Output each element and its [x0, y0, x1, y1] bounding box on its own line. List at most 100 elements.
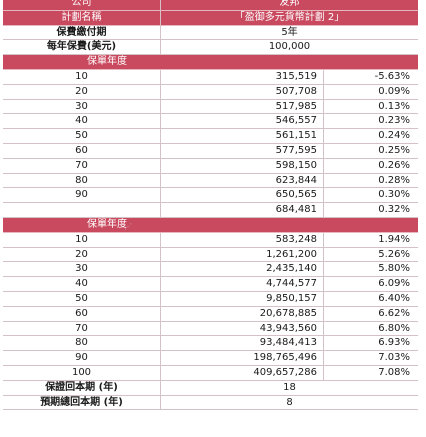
loading-spinner-icon: ⋰: [124, 222, 132, 231]
expected-breakeven-value: 8: [286, 396, 293, 408]
rate-cell: 6.40%: [378, 292, 410, 304]
policy-year-cell: 20: [3, 247, 161, 262]
rate-cell: 0.25%: [378, 144, 410, 156]
policy-year-cell: [3, 203, 161, 217]
section-2-table-row: 100 409,657,286 7.08%: [3, 365, 418, 381]
policy-year-cell: 80: [3, 173, 161, 188]
value-cell: 583,248: [161, 232, 324, 247]
section-1-table-row: 90 650,565 0.30%: [3, 188, 418, 204]
value-cell: 409,657,286: [161, 365, 324, 380]
section-1-table-row: 80 623,844 0.28%: [3, 173, 418, 189]
guaranteed-breakeven-label: 保證回本期 (年): [3, 380, 161, 395]
value-cell: 561,151: [161, 129, 324, 143]
section-2-table-row: 20 1,261,200 5.26%: [3, 247, 418, 263]
policy-year-cell: 100: [3, 365, 161, 380]
section-2-table-row: 90 198,765,496 7.03%: [3, 351, 418, 366]
policy-year-cell: 20: [3, 84, 161, 99]
payment-term-row: 保費繳付期 5年: [3, 25, 418, 41]
section-2-table-row: 40 4,744,577 6.09%: [3, 277, 418, 292]
section-1-table-row: 70 598,150 0.26%: [3, 158, 418, 174]
policy-year-cell: 10: [3, 232, 161, 247]
section-1-table-row: 10 315,519 -5.63%: [3, 69, 418, 85]
value-cell: 507,708: [161, 84, 324, 99]
policy-year-cell: 90: [3, 188, 161, 203]
value-cell: 577,595: [161, 143, 324, 158]
rate-cell: 0.30%: [378, 189, 410, 201]
expected-breakeven-row: 預期總回本期 (年) 8: [3, 395, 418, 411]
rate-cell: 1.94%: [378, 233, 410, 245]
section-2-table-row: 70 43,943,560 6.80%: [3, 321, 418, 337]
section-1-table-row: 60 577,595 0.25%: [3, 143, 418, 159]
policy-year-cell: 70: [3, 321, 161, 336]
policy-year-cell: 30: [3, 99, 161, 114]
guaranteed-breakeven-row: 保證回本期 (年) 18: [3, 380, 418, 396]
policy-year-cell: 40: [3, 277, 161, 291]
value-cell: 43,943,560: [161, 321, 324, 336]
section-2-table-row: 80 93,484,413 6.93%: [3, 336, 418, 352]
policy-year-cell: 30: [3, 262, 161, 277]
policy-year-cell: 50: [3, 129, 161, 143]
annual-premium-value: 100,000: [268, 41, 311, 53]
section-1-title: 保單年度: [3, 55, 418, 70]
company-value: 友邦: [279, 0, 300, 8]
value-cell: 198,765,496: [161, 351, 324, 365]
rate-cell: 0.32%: [378, 204, 410, 216]
annual-premium-row: 每年保費(美元) 100,000: [3, 40, 418, 56]
value-cell: 684,481: [161, 203, 324, 217]
rate-cell: 6.93%: [378, 337, 410, 349]
value-cell: 598,150: [161, 158, 324, 173]
value-cell: 650,565: [161, 188, 324, 203]
plan-name-value: 「盈御多元貨幣計劃 2」: [234, 11, 345, 23]
section-1-table-row: 30 517,985 0.13%: [3, 99, 418, 115]
section-2-table-row: 60 20,678,885 6.62%: [3, 306, 418, 322]
value-cell: 93,484,413: [161, 336, 324, 351]
rate-cell: 7.03%: [378, 352, 410, 364]
rate-cell: 5.80%: [378, 263, 410, 275]
value-cell: 2,435,140: [161, 262, 324, 277]
policy-year-cell: 70: [3, 158, 161, 173]
section-2-title: 保單年度: [3, 217, 418, 233]
value-cell: 1,261,200: [161, 247, 324, 262]
rate-cell: 0.13%: [378, 100, 410, 112]
rate-cell: 0.26%: [378, 159, 410, 171]
policy-year-cell: 80: [3, 336, 161, 351]
insurance-plan-table: 公司 友邦 計劃名稱 「盈御多元貨幣計劃 2」 保費繳付期 5年 每年保費(美元…: [3, 0, 418, 411]
policy-year-cell: 60: [3, 306, 161, 321]
section-1-table-row: 20 507,708 0.09%: [3, 84, 418, 100]
value-cell: 546,557: [161, 114, 324, 129]
policy-year-cell: 40: [3, 114, 161, 129]
rate-cell: 7.08%: [378, 366, 410, 378]
section-2-table-row: 50 9,850,157 6.40%: [3, 291, 418, 307]
rate-cell: 6.09%: [378, 278, 410, 290]
value-cell: 517,985: [161, 99, 324, 114]
plan-name-label: 計劃名稱: [3, 10, 161, 25]
value-cell: 623,844: [161, 173, 324, 188]
section-1-table-row: 684,481 0.32%: [3, 203, 418, 218]
policy-year-cell: 90: [3, 351, 161, 365]
value-cell: 20,678,885: [161, 306, 324, 321]
rate-cell: 0.09%: [378, 85, 410, 97]
rate-cell: 0.23%: [378, 115, 410, 127]
section-2-table-row: 10 583,248 1.94%: [3, 232, 418, 248]
section-1-rows: 10 315,519 -5.63% 20 507,708 0.09% 30 517,985 0.…: [3, 69, 418, 218]
annual-premium-label: 每年保費(美元): [3, 40, 161, 55]
rate-cell: 6.62%: [378, 307, 410, 319]
rate-cell: 5.26%: [378, 248, 410, 260]
rate-cell: 0.24%: [378, 130, 410, 142]
policy-year-cell: 50: [3, 291, 161, 306]
section-1-table-row: 50 561,151 0.24%: [3, 129, 418, 144]
payment-term-label: 保費繳付期: [3, 25, 161, 40]
rate-cell: 0.28%: [378, 174, 410, 186]
company-label: 公司: [3, 0, 161, 10]
rate-cell: 6.80%: [378, 322, 410, 334]
policy-year-cell: 60: [3, 143, 161, 158]
policy-year-cell: 10: [3, 69, 161, 84]
expected-breakeven-label: 預期總回本期 (年): [3, 395, 161, 410]
value-cell: 315,519: [161, 69, 324, 84]
guaranteed-breakeven-value: 18: [283, 381, 296, 393]
payment-term-value: 5年: [281, 26, 298, 38]
value-cell: 9,850,157: [161, 291, 324, 306]
section-2-rows: 10 583,248 1.94% 20 1,261,200 5.26% 30 2,435,14…: [3, 232, 418, 381]
plan-name-row: 計劃名稱 「盈御多元貨幣計劃 2」: [3, 10, 418, 26]
rate-cell: -5.63%: [374, 70, 410, 82]
